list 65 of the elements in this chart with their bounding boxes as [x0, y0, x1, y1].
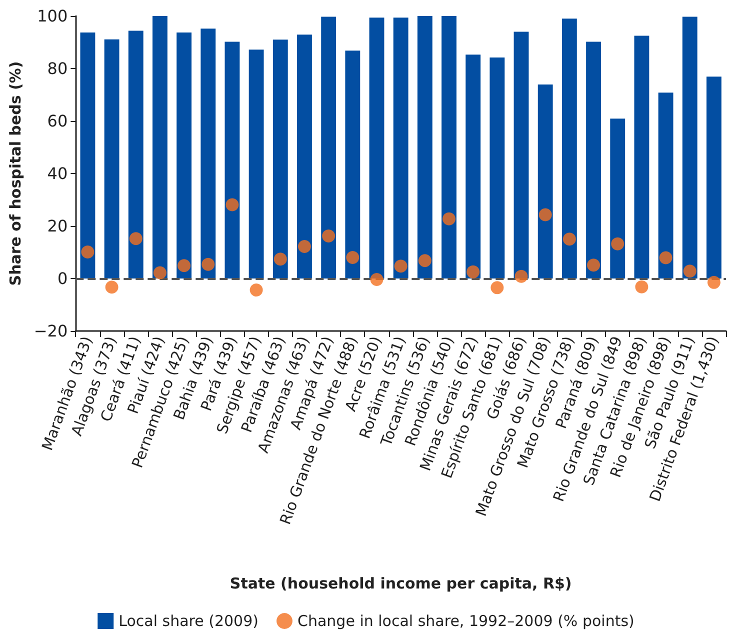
y-axis-title: Share of hospital beds (%) [6, 61, 24, 286]
point [81, 245, 94, 258]
point [442, 212, 456, 226]
point [274, 252, 287, 266]
y-tick-label: 60 [47, 112, 68, 130]
point [635, 280, 648, 294]
bar [369, 18, 384, 278]
bar [682, 16, 698, 278]
y-tick-label: 100 [37, 6, 68, 26]
bar [490, 57, 505, 278]
bar [176, 32, 192, 278]
y-tick-label: 20 [47, 216, 68, 236]
point [298, 240, 311, 253]
bar [152, 16, 168, 278]
bar [442, 16, 456, 278]
bar [200, 28, 216, 278]
point [538, 208, 552, 222]
bar [321, 16, 336, 278]
point [611, 237, 624, 250]
point [129, 232, 142, 246]
point [322, 229, 336, 242]
bar [128, 30, 144, 278]
y-tick-label: −20 [34, 322, 68, 340]
bar [393, 18, 408, 278]
point [562, 232, 576, 246]
point [659, 251, 672, 264]
point [105, 280, 118, 294]
point [490, 281, 504, 294]
bar [417, 16, 432, 278]
bar [610, 118, 626, 278]
bar [345, 50, 360, 278]
legend-label: Local share (2009) [118, 612, 258, 630]
y-tick-label: 0 [57, 269, 68, 288]
y-tick-label: 80 [47, 59, 68, 78]
bar [224, 42, 240, 278]
y-tick-label: 40 [47, 164, 68, 183]
point [153, 266, 166, 280]
point [226, 198, 239, 212]
bar [538, 84, 553, 278]
bar [514, 32, 529, 278]
bar [466, 54, 481, 278]
bar [80, 32, 96, 278]
bar [272, 40, 288, 278]
point [394, 260, 408, 273]
bar [658, 92, 674, 278]
bar [562, 18, 577, 278]
point [683, 264, 696, 278]
bar [297, 34, 312, 278]
point [466, 265, 480, 278]
legend-label: Change in local share, 1992–2009 (% points) [297, 612, 634, 630]
point [250, 284, 263, 297]
point [514, 270, 528, 283]
point [370, 273, 384, 286]
point [587, 258, 600, 272]
point [707, 276, 720, 289]
point [418, 254, 432, 268]
point [202, 258, 215, 271]
bar [634, 36, 650, 278]
x-axis-title: State (household income per capita, R$) [230, 574, 572, 592]
bar [706, 76, 722, 278]
point [178, 259, 191, 272]
bar [586, 42, 601, 278]
point [346, 251, 360, 264]
bar [248, 50, 264, 278]
bar [104, 39, 120, 278]
